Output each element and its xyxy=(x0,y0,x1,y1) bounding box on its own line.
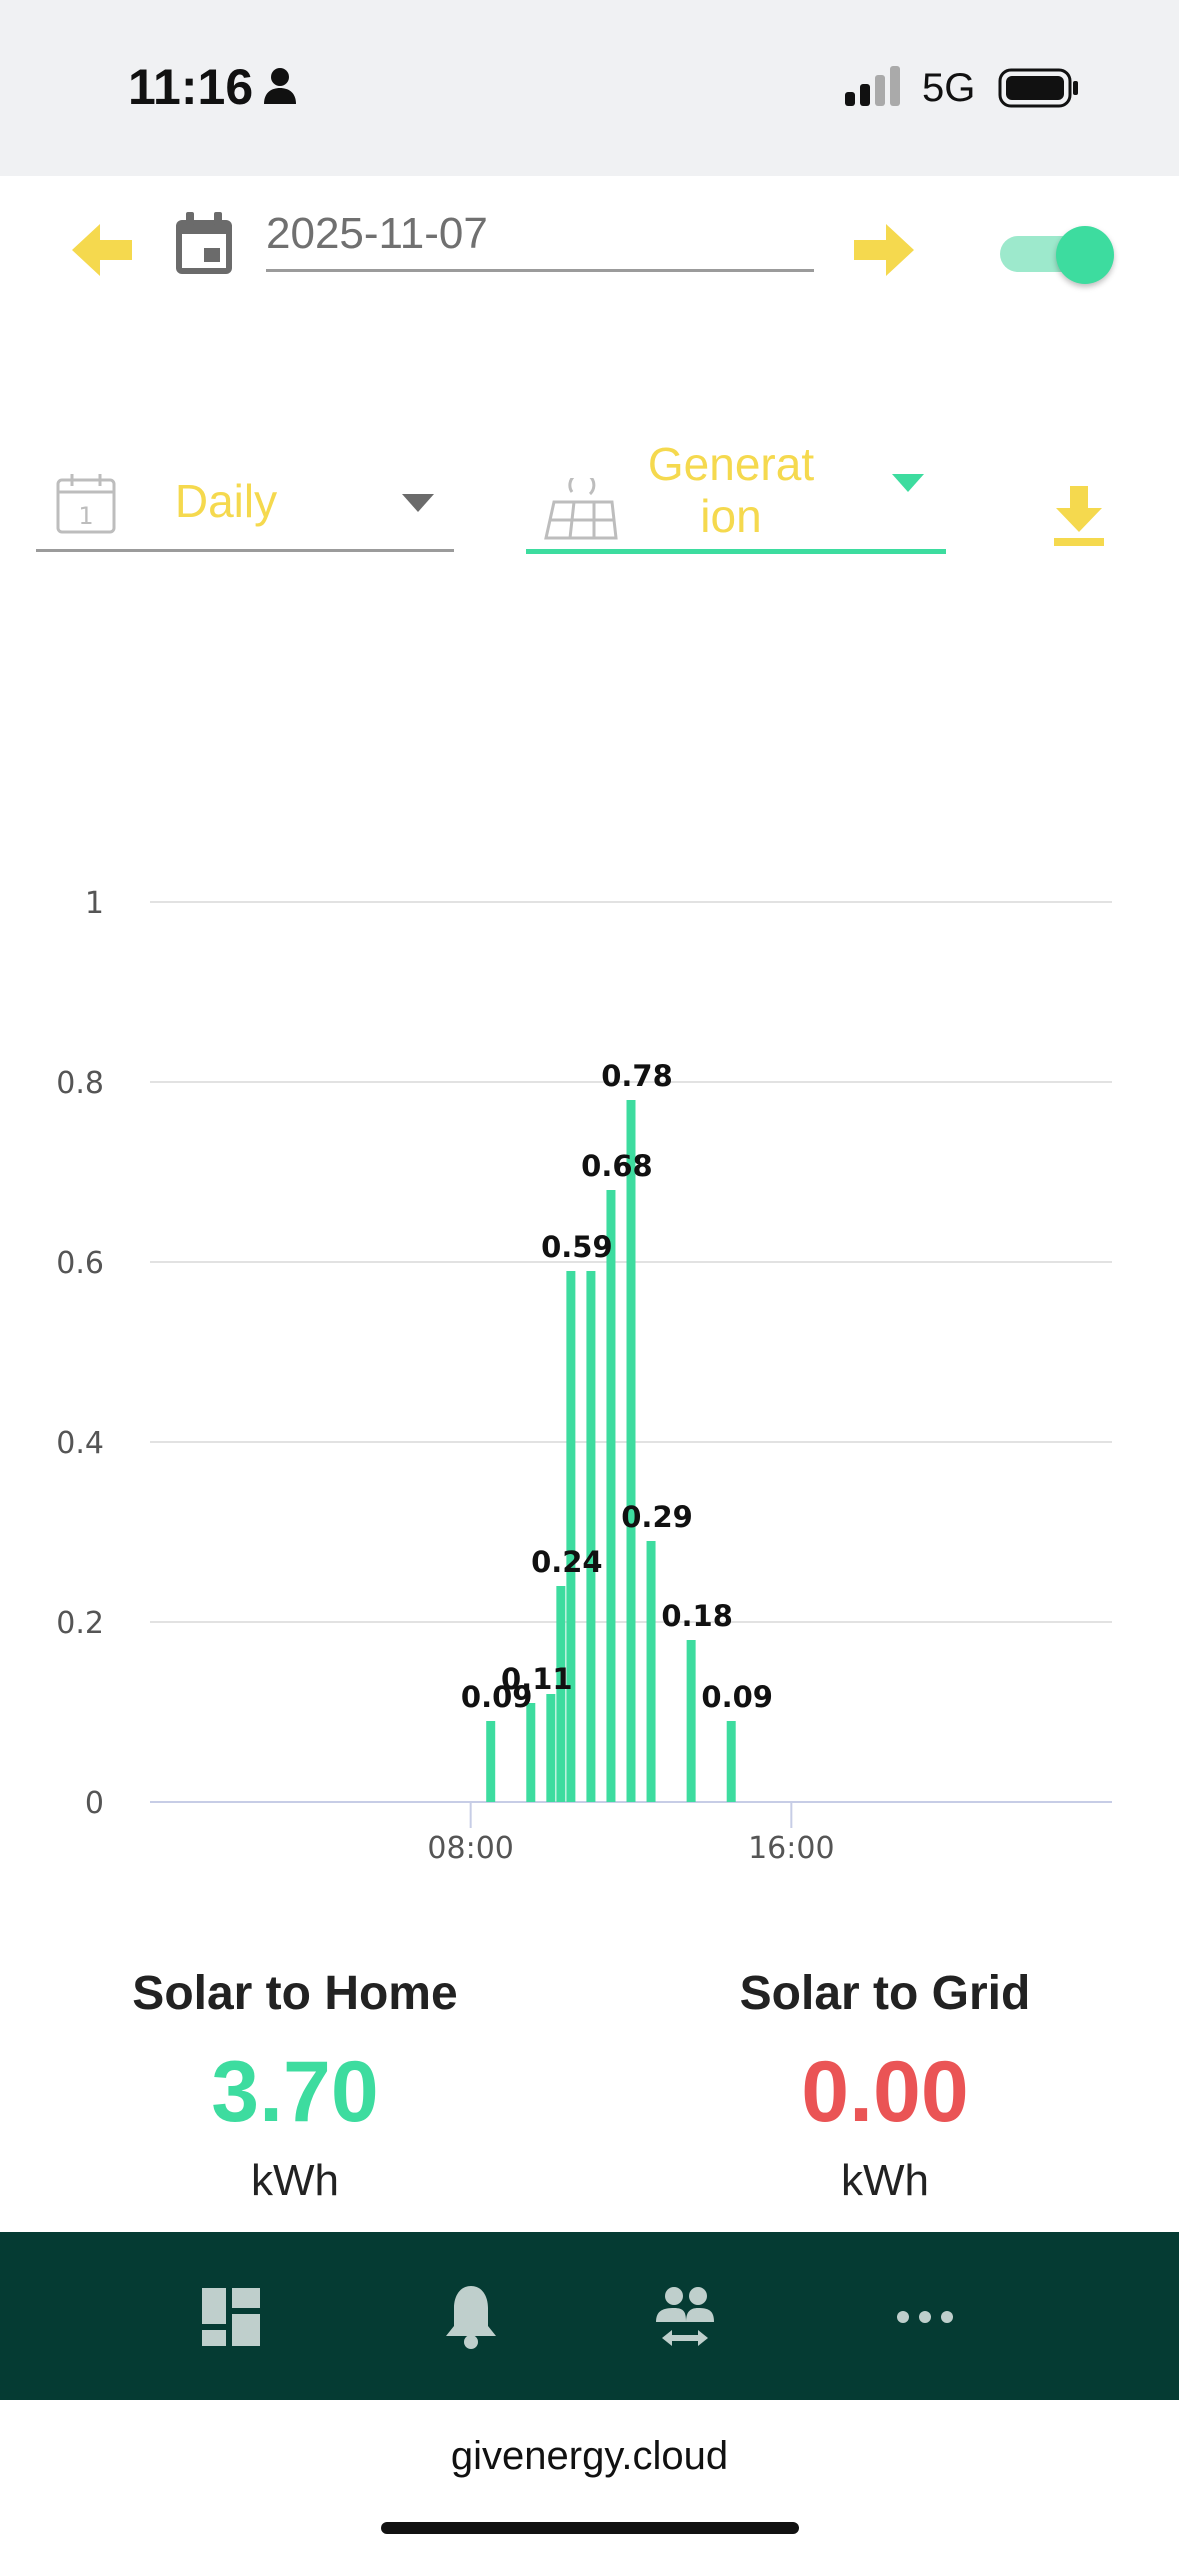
x-tick-label: 08:00 xyxy=(427,1831,513,1866)
solar-to-grid-value: 0.00 xyxy=(801,2044,969,2140)
chart-bar xyxy=(486,1721,496,1802)
bar-value-label: 0.68 xyxy=(581,1149,653,1183)
download-icon[interactable] xyxy=(1052,486,1106,548)
url-text[interactable]: givenergy.cloud xyxy=(450,2434,729,2478)
home-indicator xyxy=(381,2522,799,2534)
calendar-icon[interactable] xyxy=(174,212,234,276)
main-content: 2025-11-07 1 Daily Generat ion xyxy=(0,176,1179,2232)
solar-to-home-unit: kWh xyxy=(251,2156,339,2205)
next-date-arrow-icon[interactable] xyxy=(850,224,914,276)
browser-url-bar: givenergy.cloud xyxy=(0,2400,1179,2556)
calendar-day-number: 1 xyxy=(78,502,93,530)
chart-bar xyxy=(556,1586,566,1802)
bar-value-label: 0.11 xyxy=(501,1662,573,1696)
period-select[interactable]: 1 Daily xyxy=(36,454,454,552)
solar-to-home-title: Solar to Home xyxy=(132,1967,458,2020)
data-type-label-line2: ion xyxy=(700,490,762,542)
bar-value-label: 0.59 xyxy=(541,1230,613,1264)
bar-value-label: 0.29 xyxy=(621,1500,693,1534)
prev-date-arrow-icon[interactable] xyxy=(72,224,136,276)
network-type: 5G xyxy=(922,66,976,110)
users-swap-icon[interactable] xyxy=(650,2282,720,2352)
chart-bar xyxy=(526,1703,536,1802)
y-tick-label: 0.2 xyxy=(56,1606,104,1641)
data-type-label-line1: Generat xyxy=(647,438,815,490)
bar-value-label: 0.24 xyxy=(531,1545,603,1579)
calendar-day-icon: 1 xyxy=(56,474,116,534)
person-icon xyxy=(264,68,296,104)
status-bar: 11:16 5G xyxy=(0,0,1179,176)
solar-to-home-summary: Solar to Home 3.70 kWh xyxy=(0,1966,590,2206)
bar-value-label: 0.09 xyxy=(701,1680,773,1714)
solar-to-grid-title: Solar to Grid xyxy=(739,1967,1031,2020)
toggle-knob xyxy=(1056,226,1114,284)
period-select-label: Daily xyxy=(174,475,278,527)
bottom-nav xyxy=(0,2232,1179,2400)
y-tick-label: 0 xyxy=(85,1786,104,1821)
bar-value-label: 0.09 xyxy=(461,1680,533,1714)
solar-to-grid-unit: kWh xyxy=(841,2156,929,2205)
chart-bar xyxy=(566,1271,576,1802)
view-toggle[interactable] xyxy=(1000,226,1116,284)
dashboard-icon[interactable] xyxy=(196,2282,266,2352)
bar-value-label: 0.78 xyxy=(601,1059,673,1093)
x-tick-label: 16:00 xyxy=(748,1831,834,1866)
solar-to-home-value: 3.70 xyxy=(211,2044,379,2140)
chart-bar xyxy=(726,1721,736,1802)
more-icon[interactable] xyxy=(890,2282,960,2352)
y-tick-label: 0.8 xyxy=(56,1066,104,1101)
chart-bar xyxy=(546,1694,556,1802)
chart-bar xyxy=(626,1100,636,1802)
data-type-label: Generat ion xyxy=(616,438,846,542)
signal-icon xyxy=(845,66,900,106)
bell-icon[interactable] xyxy=(436,2282,506,2352)
date-input[interactable]: 2025-11-07 xyxy=(266,202,814,272)
data-type-select[interactable]: Generat ion xyxy=(526,438,946,554)
y-tick-label: 0.4 xyxy=(56,1426,104,1461)
chart-bar xyxy=(586,1271,596,1802)
y-tick-label: 1 xyxy=(85,886,104,921)
solar-to-grid-summary: Solar to Grid 0.00 kWh xyxy=(590,1966,1179,2206)
chart-bar xyxy=(686,1640,696,1802)
chevron-down-icon xyxy=(402,494,434,512)
chart-bar xyxy=(606,1190,616,1802)
chevron-down-icon xyxy=(892,474,924,492)
y-tick-label: 0.6 xyxy=(56,1246,104,1281)
status-time: 11:16 xyxy=(128,59,254,115)
solar-panel-icon xyxy=(544,478,618,540)
battery-icon xyxy=(998,68,1078,108)
bar-value-label: 0.18 xyxy=(661,1599,733,1633)
chart-bar xyxy=(646,1541,656,1802)
